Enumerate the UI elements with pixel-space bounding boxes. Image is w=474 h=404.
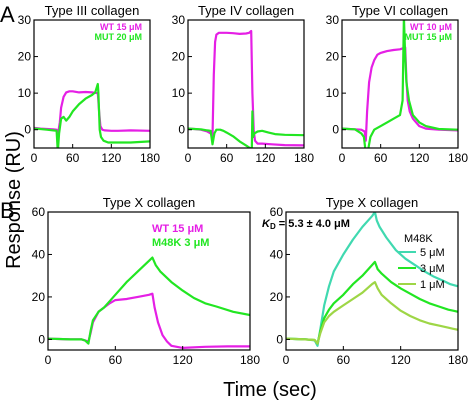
panel-letter-a: A [0, 2, 15, 27]
y-tick-label: 40 [270, 247, 284, 261]
series-line-2 [188, 110, 304, 148]
legend-entry: 1 μM [420, 279, 445, 291]
x-tick-label: 0 [283, 353, 290, 367]
x-tick-label: 0 [45, 353, 52, 367]
panel-type-x-collagen-m48k-titration: Type X collagen 0 60 120 180 0 20 40 60 M48K 5 μM 3… [270, 195, 469, 367]
y-tick-label: 30 [18, 13, 32, 27]
y-tick-label: 40 [32, 247, 46, 261]
panel-type-vi-collagen: Type VI collagen 0 60 120 180 0 10 20 30 WT 10 μM… [326, 3, 469, 165]
kd-subscript: D [270, 222, 276, 231]
x-tick-label: 120 [101, 151, 121, 165]
x-tick-label: 60 [66, 151, 80, 165]
y-tick-label: 20 [32, 290, 46, 304]
series-line-1 [34, 90, 150, 137]
panel-type-x-collagen-wt-vs-m48k: Type X collagen 0 60 120 180 0 20 40 60 WT 15 μM M… [32, 195, 261, 367]
x-tick-label: 60 [337, 353, 351, 367]
y-tick-label: 10 [172, 86, 186, 100]
legend-entry: MUT 15 μM [404, 32, 452, 42]
x-tick-label: 180 [140, 151, 160, 165]
y-axis-label: Response (RU) [3, 131, 25, 269]
plot-frame [341, 19, 459, 149]
panel-letter-b: B [0, 198, 15, 223]
series-line-2 [342, 20, 458, 148]
panel-type-iv-collagen: Type IV collagen 0 60 120 180 0 10 20 30 [172, 3, 315, 165]
x-tick-label: 120 [173, 353, 193, 367]
x-tick-label: 0 [339, 151, 346, 165]
legend-entry: 5 μM [420, 247, 445, 259]
kd-value: = 5.3 ± 4.0 μM [276, 218, 350, 230]
y-tick-label: 20 [18, 50, 32, 64]
y-tick-label: 20 [270, 290, 284, 304]
plot-frame [187, 19, 305, 149]
panel-title: Type X collagen [103, 195, 196, 210]
x-tick-label: 60 [220, 151, 234, 165]
x-tick-label: 180 [448, 151, 468, 165]
y-tick-label: 0 [276, 332, 283, 346]
x-tick-label: 120 [391, 353, 411, 367]
x-tick-label: 120 [409, 151, 429, 165]
series-line-1 [286, 212, 458, 347]
legend-entry: WT 10 μM [410, 22, 452, 32]
series-line-2 [48, 256, 250, 345]
x-tick-label: 180 [294, 151, 314, 165]
y-tick-label: 20 [326, 50, 340, 64]
legend-entry: MUT 20 μM [94, 32, 142, 42]
y-tick-label: 0 [24, 123, 31, 137]
panel-type-iii-collagen: Type III collagen 0 60 120 180 0 10 20 30 WT 15 μ… [18, 3, 161, 165]
x-axis-label: Time (sec) [223, 379, 317, 401]
x-tick-label: 120 [255, 151, 275, 165]
legend-title: M48K [404, 233, 433, 245]
panel-title: Type X collagen [326, 195, 419, 210]
y-tick-label: 30 [326, 13, 340, 27]
legend-entry: WT 15 μM [100, 22, 142, 32]
x-tick-label: 0 [31, 151, 38, 165]
y-tick-label: 0 [332, 123, 339, 137]
x-tick-label: 60 [374, 151, 388, 165]
y-tick-label: 60 [270, 205, 284, 219]
series-line-3 [286, 281, 458, 345]
y-tick-label: 0 [38, 332, 45, 346]
panel-title: Type VI collagen [352, 3, 448, 18]
legend-entry: WT 15 μM [152, 223, 203, 235]
series-line-1 [188, 29, 304, 147]
y-tick-label: 10 [18, 86, 32, 100]
x-tick-label: 180 [240, 353, 260, 367]
series-line-1 [342, 46, 458, 142]
y-tick-label: 20 [172, 50, 186, 64]
plot-frame [47, 211, 251, 351]
plot-frame [285, 211, 459, 351]
panel-title: Type III collagen [45, 3, 140, 18]
kd-prefix: K [262, 218, 271, 230]
x-tick-label: 180 [448, 353, 468, 367]
legend-entry: 3 μM [420, 263, 445, 275]
y-tick-label: 0 [178, 123, 185, 137]
y-tick-label: 30 [172, 13, 186, 27]
plot-frame [33, 19, 151, 149]
x-tick-label: 60 [109, 353, 123, 367]
panel-title: Type IV collagen [198, 3, 294, 18]
kd-annotation: KD = 5.3 ± 4.0 μM [262, 218, 350, 231]
series-line-2 [34, 82, 150, 148]
legend-entry: M48K 3 μM [152, 237, 209, 249]
y-tick-label: 10 [326, 86, 340, 100]
y-tick-label: 60 [32, 205, 46, 219]
x-tick-label: 0 [185, 151, 192, 165]
